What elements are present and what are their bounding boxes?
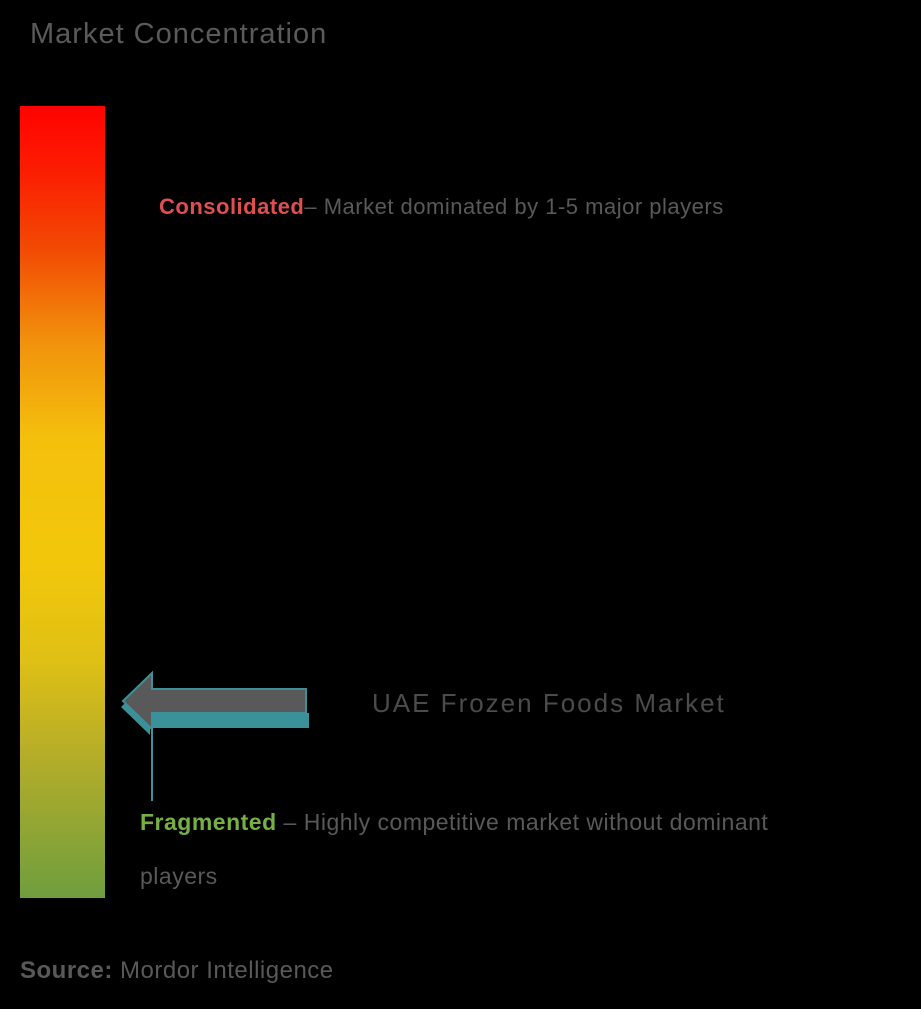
fragmented-description-line1: Highly competitive market without domina… xyxy=(303,809,769,835)
source-value: Mordor Intelligence xyxy=(112,957,334,984)
left-arrow-body xyxy=(121,670,307,732)
concentration-gradient-bar xyxy=(20,106,105,898)
left-arrow-shadow-band xyxy=(148,713,309,728)
indicator-label: UAE Frozen Foods Market xyxy=(372,688,726,718)
consolidated-caption: Consolidated– Market dominated by 1-5 ma… xyxy=(159,194,724,220)
consolidated-label: Consolidated xyxy=(159,194,305,219)
source-attribution: Source: Mordor Intelligence xyxy=(20,957,334,985)
consolidated-separator: – xyxy=(304,194,324,219)
page-title: Market Concentration xyxy=(30,18,328,50)
consolidated-description: Market dominated by 1-5 major players xyxy=(323,194,724,219)
fragmented-caption: Fragmented – Highly competitive market w… xyxy=(140,795,900,903)
left-arrow-icon xyxy=(121,670,309,735)
pointer-connector-line xyxy=(151,729,153,801)
source-label: Source: xyxy=(20,957,113,984)
fragmented-description-line2: players xyxy=(140,863,218,889)
fragmented-label: Fragmented xyxy=(140,809,277,835)
fragmented-separator: – xyxy=(276,809,304,835)
